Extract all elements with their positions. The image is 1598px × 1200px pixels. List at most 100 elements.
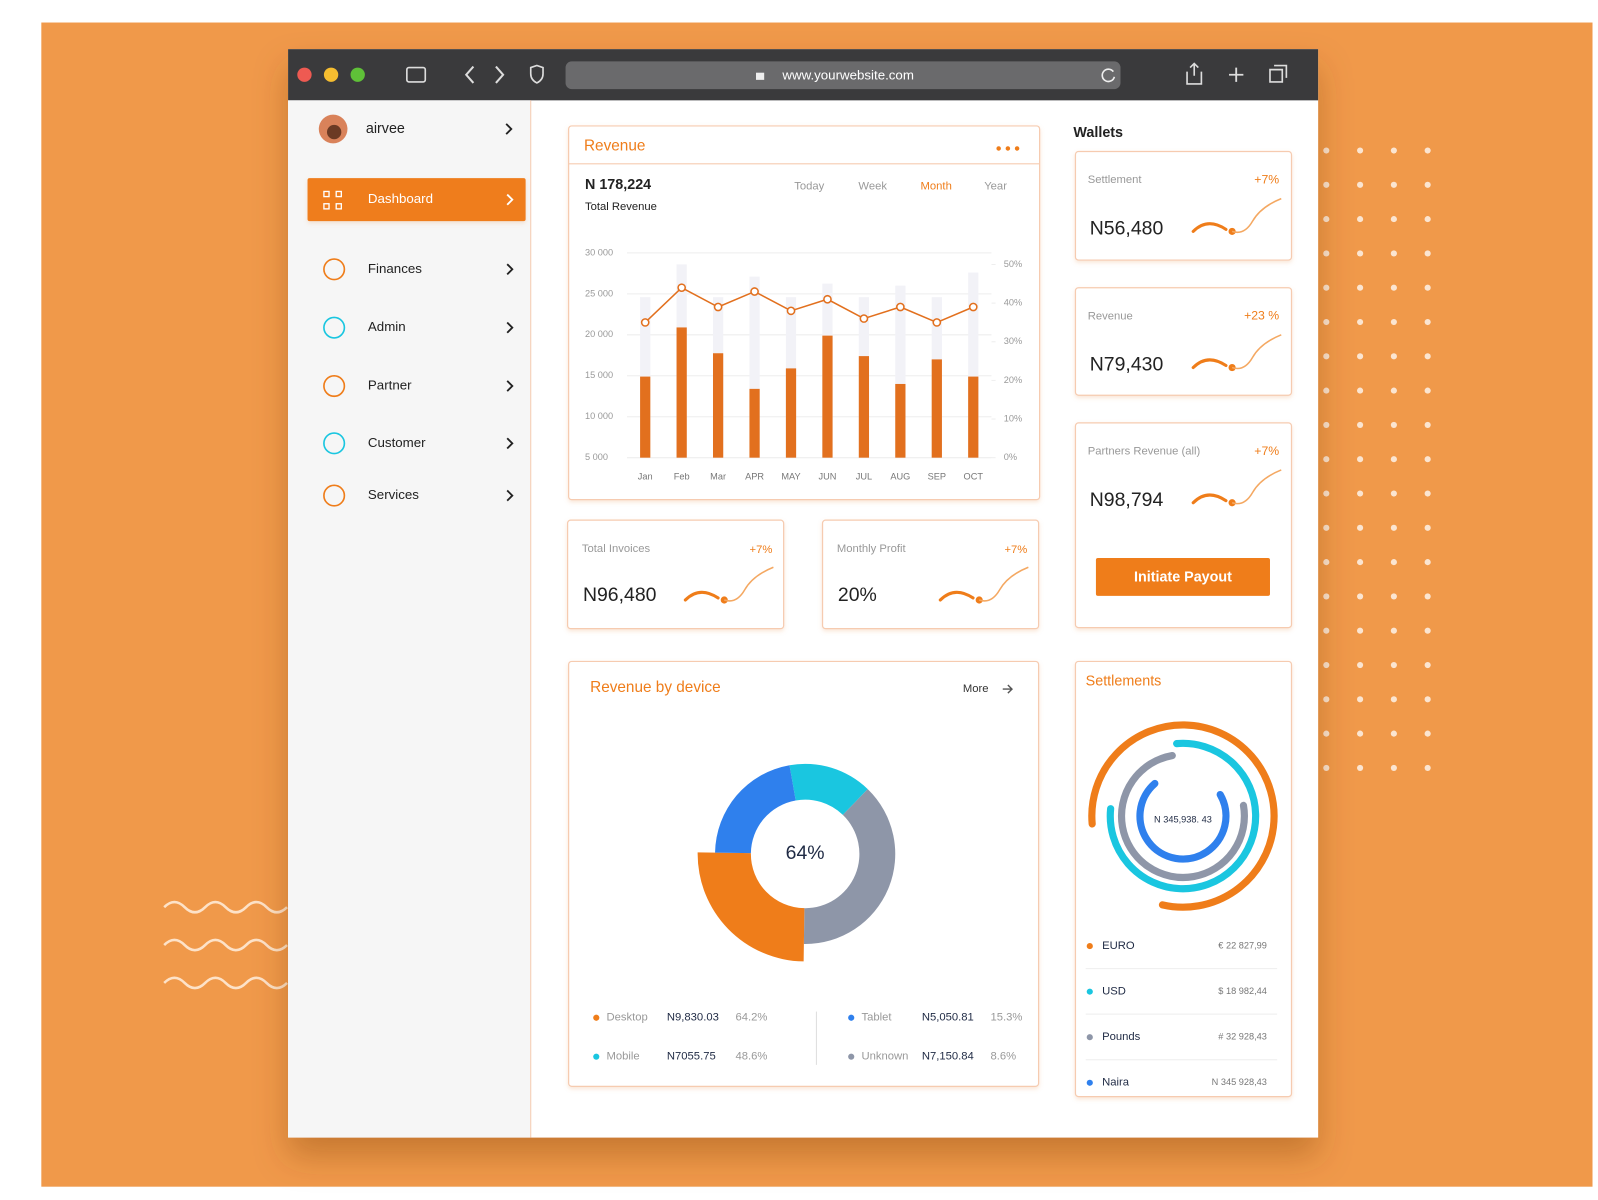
decor-dot [1357, 559, 1364, 566]
share-icon[interactable] [1186, 62, 1203, 85]
more-link[interactable]: More [963, 683, 989, 695]
payout-button-label: Initiate Payout [1134, 569, 1232, 585]
decor-dot [1357, 353, 1364, 360]
card [1074, 150, 1293, 261]
reload-icon[interactable] [1101, 68, 1116, 83]
window-button[interactable] [323, 67, 339, 82]
decor-dot [1424, 730, 1431, 737]
sparkline [724, 566, 774, 602]
decor-dot [1424, 456, 1431, 463]
y2-tick-label: 20% [1004, 375, 1022, 385]
avatar-face [326, 124, 342, 140]
sparkline [938, 590, 975, 602]
legend-dot [593, 1014, 600, 1021]
decor-dot [1424, 250, 1431, 257]
decor-dot [1424, 661, 1431, 669]
menu-icon [323, 258, 346, 281]
stat-change: +7% [1004, 544, 1027, 556]
window-button[interactable] [297, 67, 312, 82]
decor-dot [1390, 284, 1397, 291]
chevron[interactable] [505, 123, 513, 135]
decor-dot [1323, 696, 1330, 703]
wallet-value: N79,430 [1090, 354, 1164, 376]
tabs-icon[interactable] [1269, 64, 1288, 83]
decor-dot [1390, 421, 1397, 428]
card-title: Settlements [1086, 674, 1162, 690]
decor-dot [1424, 147, 1431, 154]
decor-dot [1390, 764, 1397, 771]
y-tick-label: 10 000 [585, 411, 613, 421]
menu-dots[interactable] [1005, 146, 1011, 151]
decor-dot [1357, 421, 1364, 428]
decor-dot [1390, 318, 1397, 326]
legend-dot [1086, 943, 1093, 950]
legend-percent: 48.6% [736, 1051, 768, 1063]
bar [895, 285, 906, 458]
back-button[interactable] [464, 65, 475, 84]
menu-item[interactable] [308, 365, 526, 408]
decor-dot [1424, 627, 1431, 634]
decor-dot [1323, 593, 1330, 600]
period-tab: Today [794, 180, 824, 192]
menu-item[interactable] [308, 306, 526, 349]
y-tick-label: 30 000 [585, 247, 613, 257]
decor-dot [1323, 730, 1330, 737]
sidebar-toggle[interactable] [406, 66, 427, 83]
url-bar[interactable] [565, 61, 1121, 90]
legend-percent: 8.6% [990, 1051, 1016, 1063]
payout-button[interactable] [1095, 558, 1270, 596]
menu-icon [323, 432, 346, 455]
new-tab-icon[interactable] [1229, 67, 1244, 82]
y-tick-label: 20 000 [585, 329, 613, 339]
decor-dot [1390, 490, 1397, 497]
decor-dot [1424, 490, 1431, 497]
x-tick-label: Jan [638, 472, 653, 482]
menu-active[interactable] [307, 178, 526, 222]
sparkline [1231, 334, 1282, 370]
y2-tick-label: 0% [1004, 452, 1017, 462]
line-point [786, 306, 796, 316]
card-title: Revenue by device [590, 679, 721, 696]
decor-dot [1357, 456, 1364, 463]
ring-arc [1136, 779, 1230, 863]
settlement-amount: # 32 928,43 [1218, 1032, 1267, 1042]
menu-icon [323, 203, 330, 210]
decor-dot [1390, 661, 1397, 669]
decor-dot [1323, 490, 1330, 497]
decor-dot [1357, 696, 1364, 703]
menu-dots[interactable] [996, 146, 1001, 151]
line [644, 286, 974, 324]
stat-label: Total Invoices [582, 543, 651, 555]
decor-dot [1424, 216, 1431, 223]
settlement-amount: $ 18 982,44 [1218, 986, 1267, 996]
x-tick-label: MAY [781, 472, 800, 482]
stat-value: 20% [838, 584, 877, 606]
menu-label: Finances [368, 261, 422, 276]
decor-wave [163, 938, 288, 952]
decor-wave [163, 900, 288, 914]
chevron [506, 193, 514, 206]
decor-dot [1424, 696, 1431, 703]
window-button[interactable] [350, 67, 365, 82]
decor-dot [1357, 250, 1364, 257]
decor-dot [1357, 730, 1364, 737]
decor-dot [1424, 181, 1431, 188]
card [821, 519, 1040, 630]
menu-dots[interactable] [1014, 146, 1020, 151]
line-point [859, 314, 869, 323]
bar [785, 368, 797, 458]
ring-arc [1106, 739, 1260, 893]
decor-dot [1323, 353, 1330, 360]
decor-dot [1390, 524, 1397, 531]
decor-dot [1424, 387, 1431, 394]
ring-center-label: N 345,938. 43 [1154, 815, 1212, 825]
card-title: Revenue [584, 137, 645, 154]
card [568, 660, 1040, 1087]
donut-slice [803, 789, 896, 945]
decor-dot [1357, 524, 1364, 531]
decor-dot [1357, 593, 1364, 600]
x-tick-label: Mar [710, 472, 726, 482]
legend-label: Unknown [861, 1051, 908, 1063]
decor-dot [1390, 627, 1397, 634]
forward-button[interactable] [495, 65, 505, 84]
